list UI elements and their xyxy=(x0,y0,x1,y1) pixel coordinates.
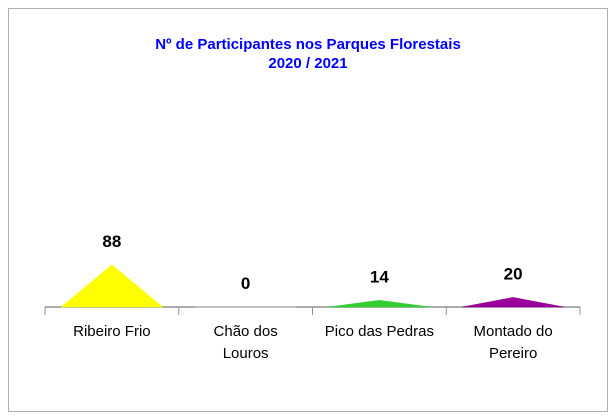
x-tick-label: Chão dos Louros xyxy=(213,323,278,362)
chart-subtitle: 2020 / 2021 xyxy=(268,55,348,72)
value-label: 14 xyxy=(370,267,389,286)
chart-frame xyxy=(8,8,608,412)
value-label: 88 xyxy=(102,232,121,251)
value-label: 0 xyxy=(241,274,250,293)
pyramid-bar xyxy=(328,300,431,308)
x-tick-label: Montado do Pereiro xyxy=(473,323,553,362)
x-tick-label: Pico das Pedras xyxy=(324,323,434,340)
pyramid-bar xyxy=(462,297,564,308)
value-label: 20 xyxy=(504,264,523,283)
pyramid-bar xyxy=(60,264,164,308)
x-tick-label: Ribeiro Frio xyxy=(73,323,151,340)
chart-title: Nº de Participantes nos Parques Floresta… xyxy=(155,36,461,53)
